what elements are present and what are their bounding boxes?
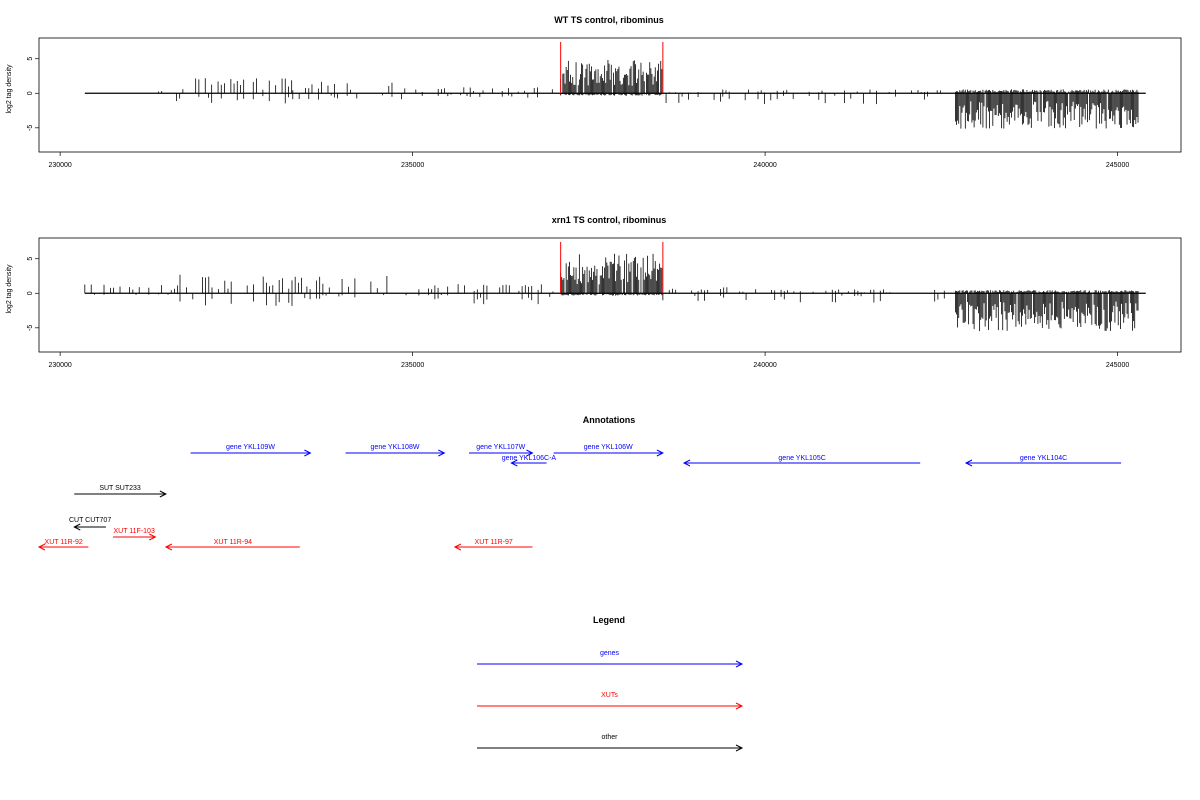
region-markers	[560, 242, 664, 294]
feature-label: XUT 11R-97	[475, 539, 513, 546]
arrow-head	[510, 459, 518, 467]
region-markers	[560, 42, 664, 94]
x-tick-label: 230000	[48, 162, 71, 169]
plot-frame	[38, 37, 1182, 153]
annotations-track: Annotations gene YKL109W gene YKL108W gene…	[37, 415, 1122, 551]
arrow-head	[73, 523, 81, 531]
annotations-title: Annotations	[583, 415, 636, 425]
legend-title: Legend	[593, 615, 625, 625]
y-tick-label: -5	[27, 125, 34, 131]
y-axis: -5 0 5	[27, 57, 39, 131]
arrow-head	[149, 533, 157, 541]
legend-label: other	[602, 734, 619, 741]
y-tick-label: 5	[27, 257, 34, 261]
y-tick-label: 5	[27, 57, 34, 61]
y-axis-label: log2 tag density	[6, 64, 13, 114]
arrow-head	[453, 543, 462, 551]
arrow-head	[438, 449, 446, 457]
arrow-head	[304, 449, 312, 457]
arrow-head	[682, 459, 691, 467]
panel-title: xrn1 TS control, ribominus	[552, 215, 667, 225]
feature-label: SUT SUT233	[99, 485, 141, 492]
x-axis: 230000 235000 240000 245000	[48, 152, 1129, 169]
y-axis-label: log2 tag density	[6, 264, 13, 314]
y-tick-label: 0	[27, 291, 34, 295]
x-tick-label: 240000	[753, 162, 776, 169]
panel-xrn1: xrn1 TS control, ribominus log2 tag dens…	[6, 215, 1182, 369]
x-tick-label: 245000	[1106, 362, 1129, 369]
feature-label: gene YKL107W	[476, 444, 525, 451]
annotation-features: gene YKL109W gene YKL108W gene YKL107W gene…	[37, 444, 1122, 551]
arrow-head	[37, 543, 46, 551]
legend-label: genes	[600, 650, 620, 657]
panel-title: WT TS control, ribominus	[554, 15, 664, 25]
feature-label: XUT 11R-94	[214, 539, 252, 546]
feature-label: gene YKL104C	[1020, 455, 1067, 462]
legend: Legend genes XUTs other	[477, 615, 744, 752]
feature-label: gene YKL106C-A	[502, 455, 557, 462]
arrow-head	[656, 449, 664, 457]
plot-frame	[38, 237, 1182, 353]
x-axis: 230000 235000 240000 245000	[48, 352, 1129, 369]
panel-wt: WT TS control, ribominus log2 tag densit…	[6, 15, 1182, 169]
x-tick-label: 245000	[1106, 162, 1129, 169]
arrow-head	[526, 449, 534, 457]
feature-label: gene YKL106W	[584, 444, 633, 451]
arrow-head	[159, 490, 168, 498]
x-tick-label: 235000	[401, 362, 424, 369]
y-tick-label: -5	[27, 325, 34, 331]
x-tick-label: 230000	[48, 362, 71, 369]
legend-label: XUTs	[601, 692, 618, 699]
y-axis: -5 0 5	[27, 257, 39, 331]
arrow-head	[164, 543, 173, 551]
arrow-head	[964, 459, 973, 467]
feature-label: XUT 11R-92	[45, 539, 83, 546]
coverage-bars	[84, 60, 1146, 129]
feature-label: gene YKL108W	[371, 444, 420, 451]
legend-arrow-head	[735, 744, 744, 752]
legend-arrow-head	[735, 660, 744, 668]
x-tick-label: 235000	[401, 162, 424, 169]
coverage-bars	[84, 253, 1146, 332]
y-tick-label: 0	[27, 91, 34, 95]
feature-label: gene YKL105C	[778, 455, 825, 462]
legend-arrow-head	[735, 702, 744, 710]
feature-label: CUT CUT707	[69, 517, 111, 524]
legend-items: genes XUTs other	[477, 650, 744, 752]
x-tick-label: 240000	[753, 362, 776, 369]
feature-label: XUT 11F-103	[113, 528, 154, 535]
feature-label: gene YKL109W	[226, 444, 275, 451]
